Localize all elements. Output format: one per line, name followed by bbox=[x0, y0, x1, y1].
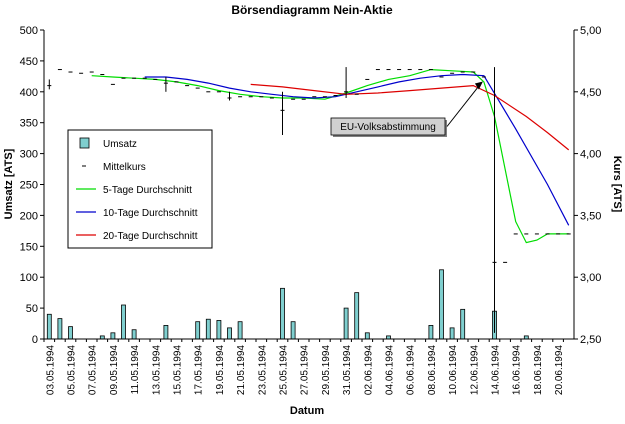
axes: 0 50 100 150 200 250 300 350 400 450 500 2,50 3,00 3,… bbox=[20, 25, 602, 395]
x-tick-label: 23.05.1994 bbox=[257, 345, 268, 395]
series-line-1 bbox=[91, 68, 569, 244]
x-tick-label: 29.05.1994 bbox=[321, 345, 332, 395]
annotation-arrow bbox=[446, 83, 482, 127]
x-tick-label: 16.06.1994 bbox=[512, 345, 523, 395]
x-tick-label: 15.05.1994 bbox=[173, 345, 184, 395]
umsatz-bar bbox=[205, 318, 211, 340]
x-tick-label: 05.05.1994 bbox=[67, 345, 78, 395]
umsatz-bar bbox=[227, 327, 232, 340]
umsatz-bar bbox=[131, 329, 137, 340]
umsatz-bars bbox=[46, 269, 529, 340]
umsatz-bar bbox=[343, 307, 349, 340]
x-tick-label: 04.06.1994 bbox=[385, 345, 396, 395]
legend-box bbox=[67, 129, 213, 249]
legend-label: Umsatz bbox=[103, 139, 137, 150]
umsatz-bar bbox=[163, 325, 169, 340]
chart-title: Börsendiagramm Nein-Aktie bbox=[231, 3, 393, 17]
y-tick-label: 450 bbox=[20, 56, 38, 68]
x-tick-label: 12.06.1994 bbox=[469, 345, 480, 395]
umsatz-bar bbox=[237, 321, 243, 340]
y2-tick-label: 5,00 bbox=[580, 25, 601, 37]
umsatz-bar bbox=[439, 269, 444, 340]
legend-swatch-bar bbox=[79, 137, 90, 149]
annotation-text: EU-Volksabstimmung bbox=[340, 122, 436, 133]
umsatz-bar bbox=[46, 313, 52, 340]
x-tick-label: 25.05.1994 bbox=[279, 345, 290, 395]
umsatz-bar bbox=[57, 318, 63, 340]
x-tick-label: 03.05.1994 bbox=[45, 345, 56, 395]
umsatz-bar bbox=[110, 332, 116, 340]
x-tick-label: 27.05.1994 bbox=[300, 345, 311, 395]
x-tick-label: 11.05.1994 bbox=[130, 345, 141, 395]
legend-label: 20-Tage Durchschnitt bbox=[103, 231, 198, 242]
umsatz-bar bbox=[216, 320, 222, 340]
legend: Umsatz Mittelkurs 5-Tage Durchschnitt 10-Ta… bbox=[67, 129, 213, 249]
x-tick-label: 13.05.1994 bbox=[151, 345, 162, 395]
y2-tick-label: 3,00 bbox=[580, 272, 601, 284]
y-tick-label: 150 bbox=[20, 241, 38, 253]
y-tick-label: 250 bbox=[20, 180, 38, 192]
series-line-3 bbox=[250, 83, 570, 151]
legend-label: Mittelkurs bbox=[103, 162, 146, 173]
x-tick-label: 10.06.1994 bbox=[448, 345, 459, 395]
y-tick-label: 350 bbox=[20, 118, 38, 130]
y2-tick-label: 4,00 bbox=[580, 149, 601, 161]
mittelkurs-marks bbox=[47, 67, 571, 333]
annotation-box bbox=[330, 117, 446, 136]
umsatz-bar bbox=[364, 332, 370, 340]
x-tick-label: 14.06.1994 bbox=[491, 345, 502, 395]
y-tick-label: 100 bbox=[20, 272, 38, 284]
umsatz-bar bbox=[195, 321, 201, 340]
x-tick-label: 06.06.1994 bbox=[406, 345, 417, 395]
umsatz-bar bbox=[280, 287, 285, 340]
annotation-arrowhead bbox=[474, 81, 483, 90]
y-tick-label: 0 bbox=[32, 334, 38, 346]
umsatz-bar bbox=[428, 325, 434, 340]
x-tick-label: 02.06.1994 bbox=[363, 345, 374, 395]
umsatz-bar bbox=[121, 304, 126, 340]
y2-axis-label: Kurs [ATS] bbox=[611, 156, 623, 213]
y-axis-label: Umsatz [ATS] bbox=[3, 148, 15, 219]
y-tick-label: 200 bbox=[20, 210, 38, 222]
x-tick-label: 31.05.1994 bbox=[342, 345, 353, 395]
x-tick-label: 19.05.1994 bbox=[215, 345, 226, 395]
x-tick-label: 08.06.1994 bbox=[427, 345, 438, 395]
umsatz-bar bbox=[68, 326, 73, 340]
x-tick-label: 21.05.1994 bbox=[236, 345, 247, 395]
x-tick-label: 07.05.1994 bbox=[88, 345, 99, 395]
umsatz-bar bbox=[290, 321, 296, 340]
umsatz-bar bbox=[354, 292, 360, 340]
x-tick-label: 18.06.1994 bbox=[533, 345, 544, 395]
legend-label: 5-Tage Durchschnitt bbox=[103, 185, 192, 196]
y2-tick-label: 4,50 bbox=[580, 87, 601, 99]
legend-label: 10-Tage Durchschnitt bbox=[103, 208, 198, 219]
y-tick-label: 50 bbox=[26, 303, 38, 315]
x-axis-label: Datum bbox=[290, 405, 324, 417]
umsatz-bar bbox=[449, 327, 455, 340]
y-tick-label: 400 bbox=[20, 87, 38, 99]
annotation: EU-Volksabstimmung bbox=[330, 81, 483, 137]
x-tick-label: 17.05.1994 bbox=[194, 345, 205, 395]
y-tick-label: 300 bbox=[20, 149, 38, 161]
y-tick-label: 500 bbox=[20, 25, 38, 37]
y2-tick-label: 2,50 bbox=[580, 334, 601, 346]
x-tick-label: 20.06.1994 bbox=[554, 345, 565, 395]
umsatz-bar bbox=[460, 308, 466, 340]
x-tick-label: 09.05.1994 bbox=[109, 345, 120, 395]
y2-tick-label: 3,50 bbox=[580, 210, 601, 222]
